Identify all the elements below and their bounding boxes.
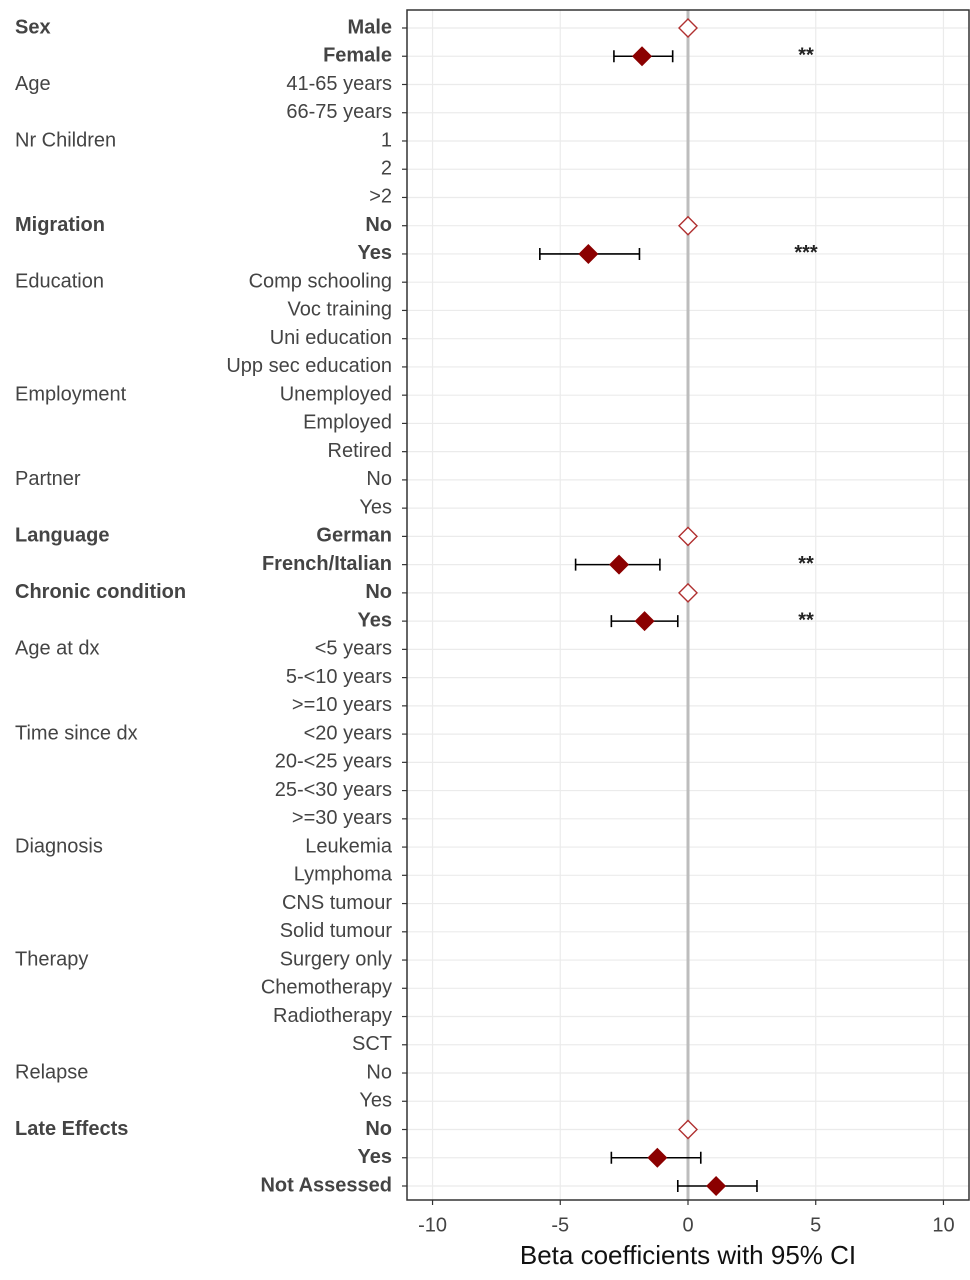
- estimate-marker: [706, 1176, 727, 1196]
- y-tick-label: 41-65 years: [286, 73, 392, 95]
- y-tick-label: Not Assessed: [260, 1174, 392, 1196]
- group-label: Age at dx: [15, 638, 100, 660]
- y-tick-label: Leukemia: [305, 835, 393, 857]
- reference-marker: [678, 215, 698, 236]
- y-tick-label: Yes: [359, 1090, 392, 1112]
- y-tick-label: Yes: [358, 242, 392, 264]
- x-tick-label: -5: [551, 1214, 569, 1236]
- estimate-marker: [578, 243, 599, 264]
- group-label: Partner: [15, 468, 81, 490]
- y-tick-label: 2: [381, 158, 392, 180]
- y-tick-label: No: [365, 581, 392, 603]
- group-label: Migration: [15, 214, 105, 236]
- group-label: Education: [15, 270, 104, 292]
- reference-marker: [678, 18, 698, 38]
- reference-marker: [678, 582, 698, 603]
- x-tick-label: 10: [932, 1214, 954, 1236]
- y-tick-label: Comp schooling: [249, 270, 392, 292]
- y-tick-label: <20 years: [304, 722, 392, 744]
- y-tick-label: Female: [323, 45, 392, 67]
- estimate-marker: [632, 46, 653, 67]
- y-tick-label: 1: [381, 129, 392, 151]
- y-tick-label: >=10 years: [292, 694, 392, 716]
- y-tick-label: Employed: [303, 412, 392, 434]
- y-tick-label: SCT: [352, 1033, 392, 1055]
- y-tick-label: Uni education: [270, 327, 392, 349]
- group-label: Chronic condition: [15, 581, 186, 603]
- y-tick-label: Yes: [359, 496, 392, 518]
- y-tick-label: 20-<25 years: [275, 751, 392, 773]
- significance-label: **: [798, 553, 814, 575]
- y-tick-label: CNS tumour: [282, 892, 392, 914]
- group-label: Language: [15, 525, 109, 547]
- y-tick-label: No: [366, 468, 392, 490]
- y-tick-label: No: [366, 1061, 392, 1083]
- y-tick-label: German: [316, 525, 392, 547]
- group-label: Age: [15, 73, 51, 95]
- y-tick-label: >2: [369, 186, 392, 208]
- group-label: Relapse: [15, 1061, 88, 1083]
- group-label: Diagnosis: [15, 835, 103, 857]
- significance-label: **: [798, 45, 814, 67]
- plot-border: [406, 9, 970, 1201]
- significance-label: **: [798, 609, 814, 631]
- y-tick-label: <5 years: [315, 638, 392, 660]
- y-tick-label: No: [365, 1118, 392, 1140]
- y-tick-label: >=30 years: [292, 807, 392, 829]
- reference-marker: [678, 1119, 698, 1140]
- group-label: Therapy: [15, 948, 88, 970]
- y-tick-label: Voc training: [287, 299, 392, 321]
- group-label: Nr Children: [15, 129, 116, 151]
- estimate-marker: [647, 1147, 668, 1168]
- y-tick-label: Radiotherapy: [273, 1005, 392, 1027]
- x-tick-label: -10: [418, 1214, 447, 1236]
- estimate-marker: [634, 611, 655, 632]
- y-tick-label: Lymphoma: [294, 864, 393, 886]
- y-tick-label: Retired: [328, 440, 392, 462]
- y-tick-label: 66-75 years: [286, 101, 392, 123]
- y-tick-label: 5-<10 years: [286, 666, 392, 688]
- group-label: Sex: [15, 16, 51, 38]
- y-tick-label: No: [365, 214, 392, 236]
- group-label: Time since dx: [15, 722, 138, 744]
- y-tick-label: Unemployed: [280, 383, 392, 405]
- significance-label: ***: [794, 242, 818, 264]
- y-tick-label: Surgery only: [280, 948, 392, 970]
- group-label: Employment: [15, 383, 127, 405]
- y-tick-label: Yes: [358, 1146, 392, 1168]
- y-tick-label: Chemotherapy: [261, 977, 392, 999]
- estimate-marker: [609, 554, 630, 575]
- x-tick-label: 5: [810, 1214, 821, 1236]
- reference-marker: [678, 526, 698, 547]
- y-tick-label: Yes: [358, 609, 392, 631]
- y-tick-label: Solid tumour: [280, 920, 393, 942]
- y-tick-label: 25-<30 years: [275, 779, 392, 801]
- x-axis-title: Beta coefficients with 95% CI: [520, 1240, 856, 1270]
- y-tick-label: Male: [348, 16, 392, 38]
- y-tick-label: French/Italian: [262, 553, 392, 575]
- group-label: Late Effects: [15, 1118, 128, 1140]
- y-tick-label: Upp sec education: [226, 355, 392, 377]
- x-tick-label: 0: [682, 1214, 693, 1236]
